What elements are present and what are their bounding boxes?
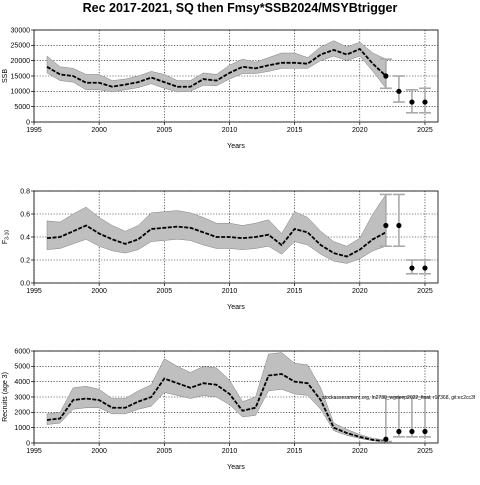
panel-1-x-tick-label-2010: 2010	[222, 127, 238, 134]
panel-2-proj-point-2025	[422, 265, 428, 271]
panel-3-y-tick-label-6000: 6000	[14, 348, 30, 355]
panel-2-y-tick-label-0: 0.0	[20, 280, 30, 287]
chart-title: Rec 2017-2021, SQ then Fmsy*SSB2024/MSYB…	[83, 1, 398, 15]
panel-2-x-tick-label-2020: 2020	[352, 288, 368, 295]
panel-2-median-line	[46, 224, 387, 258]
panel-3-proj-point-2023	[396, 428, 402, 435]
panel-1-y-tick-label-15000: 15000	[11, 73, 31, 80]
panel-2-y-axis-label: F3-10	[2, 230, 11, 245]
panel-1-y-tick-label-20000: 20000	[11, 58, 31, 65]
panel-3-y-tick-label-3000: 3000	[14, 394, 30, 401]
panel-3-y-tick-label-5000: 5000	[14, 364, 30, 371]
panel-2-proj-point-2023	[396, 222, 402, 229]
panel-2-x-tick-label-2010: 2010	[222, 288, 238, 295]
panel-3-x-tick-label-2005: 2005	[157, 448, 173, 455]
panel-2-x-tick-label-2005: 2005	[157, 288, 173, 295]
panel-2-y-axis-label-subscript: 3-10	[5, 230, 11, 240]
panel-1-proj-point-2023	[396, 88, 402, 94]
panel-1-x-tick-label-2025: 2025	[417, 127, 433, 134]
panel-1-x-tick-label-2000: 2000	[91, 127, 107, 134]
panel-3-y-tick-label-1000: 1000	[14, 425, 30, 432]
panel-2-proj-point-2024	[409, 265, 415, 271]
panel-1-proj-point-2022	[383, 73, 389, 79]
panel-3-proj-point-2024	[409, 428, 415, 435]
panel-2-x-tick-label-1995: 1995	[26, 288, 42, 295]
panel-3-y-tick-label-4000: 4000	[14, 379, 30, 386]
panel-2-y-tick-label-0.2: 0.2	[20, 257, 30, 264]
panel-3-y-axis-label: Recruits (age 3)	[2, 372, 9, 422]
panel-1-y-tick-label-25000: 25000	[11, 43, 31, 50]
panel-1-proj-point-2025	[422, 99, 428, 105]
panel-3-proj-point-2022	[383, 436, 389, 442]
panel-1-confidence-band	[46, 40, 387, 93]
panel-2-x-tick-label-2015: 2015	[287, 288, 303, 295]
panel-3-x-tick-label-2015: 2015	[287, 448, 303, 455]
panel-1-y-tick-label-30000: 30000	[11, 27, 31, 34]
panel-3-x-axis-label: Years	[227, 464, 245, 471]
panel-2-x-tick-label-2025: 2025	[417, 288, 433, 295]
panel-2-y-tick-label-0.6: 0.6	[20, 211, 30, 218]
panel-3-y-tick-label-2000: 2000	[14, 410, 30, 417]
panel-1-x-tick-label-2015: 2015	[287, 127, 303, 134]
panel-1-y-tick-label-5000: 5000	[14, 104, 30, 111]
panel-1-x-axis-label: Years	[227, 143, 245, 150]
panel-3-median-line	[46, 373, 386, 443]
panel-1-proj-point-2024	[409, 99, 415, 105]
panel-1-y-axis-label: SSB	[2, 69, 9, 83]
panel-3-x-tick-label-2025: 2025	[417, 448, 433, 455]
panel-1-x-tick-label-1995: 1995	[26, 127, 42, 134]
panel-3-x-tick-label-2010: 2010	[222, 448, 238, 455]
panel-3-proj-point-2025	[422, 428, 428, 435]
panel-2-x-axis-label: Years	[227, 304, 245, 311]
panel-1-x-tick-label-2005: 2005	[157, 127, 173, 134]
panel-2-proj-point-2022	[383, 222, 389, 229]
panel-3-annotation: stockassessment.org, ln2730_wgdeep2022_f…	[322, 395, 476, 401]
panel-2-y-tick-label-0.4: 0.4	[20, 234, 30, 241]
panel-1-median-line	[46, 47, 387, 88]
panel-1-x-tick-label-2020: 2020	[352, 127, 368, 134]
panel-3-y-tick-label-0: 0	[26, 440, 30, 447]
panel-1-y-tick-label-10000: 10000	[11, 89, 31, 96]
panel-1-y-tick-label-0: 0	[26, 119, 30, 126]
panel-3-x-tick-label-2000: 2000	[91, 448, 107, 455]
panel-3-x-tick-label-2020: 2020	[352, 448, 368, 455]
panel-2-x-tick-label-2000: 2000	[91, 288, 107, 295]
panel-2-y-tick-label-0.8: 0.8	[20, 188, 30, 195]
panel-3-x-tick-label-1995: 1995	[26, 448, 42, 455]
